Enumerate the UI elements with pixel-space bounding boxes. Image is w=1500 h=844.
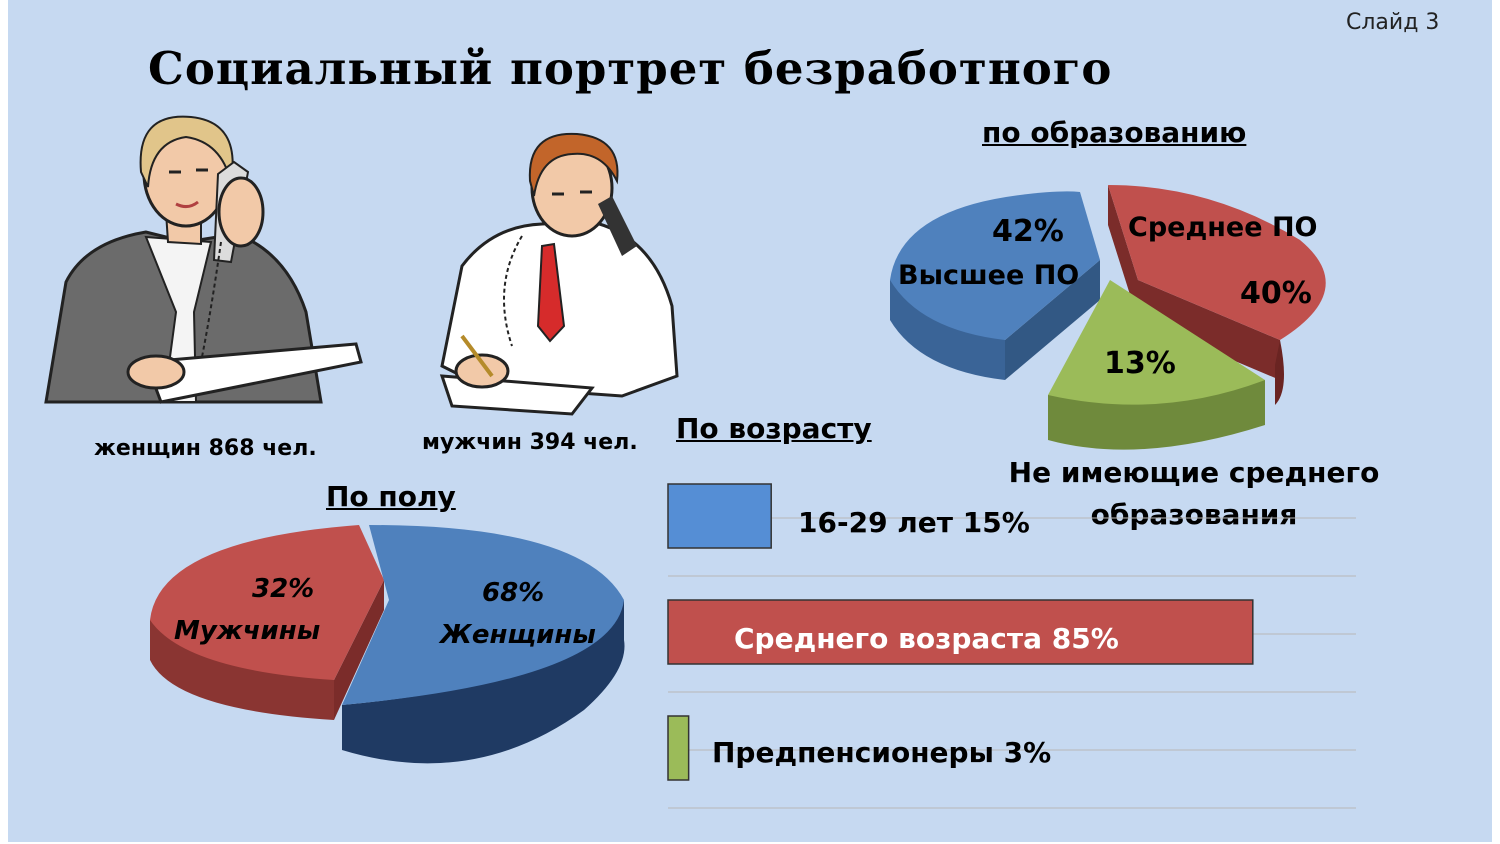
- education-secondary-percent: 40%: [1240, 276, 1312, 311]
- gender-women-percent: 68%: [482, 578, 545, 608]
- age-bar-2: [667, 715, 690, 781]
- age-bar-label-middle: Среднего возраста 85%: [734, 622, 1119, 655]
- age-bar-label-preretire: Предпенсионеры 3%: [712, 736, 1052, 769]
- slide: Слайд 3 Социальный портрет безработного …: [8, 0, 1492, 842]
- gender-women-label: Женщины: [440, 620, 596, 650]
- gender-slice-men: [150, 525, 384, 720]
- woman-on-phone-icon: [44, 115, 363, 404]
- gender-men-percent: 32%: [252, 574, 315, 604]
- man-caption: мужчин 394 чел.: [422, 430, 638, 455]
- page-title: Социальный портрет безработного: [148, 42, 1113, 95]
- age-bar-1: [667, 599, 1254, 665]
- gender-slice-women: [342, 525, 625, 764]
- education-slice-higher: [890, 191, 1100, 380]
- education-slice-secondary: [1108, 185, 1326, 405]
- education-none-percent: 13%: [1104, 346, 1176, 381]
- age-chart-title: По возрасту: [676, 412, 872, 445]
- gender-men-label: Мужчины: [174, 616, 321, 646]
- man-on-phone-icon: [439, 132, 679, 416]
- age-bar-label-young: 16-29 лет 15%: [798, 506, 1030, 539]
- education-higher-percent: 42%: [992, 214, 1064, 249]
- slide-number: Слайд 3: [1346, 10, 1440, 35]
- education-pie-chart: [890, 185, 1326, 450]
- education-slice-none: [1048, 280, 1265, 450]
- education-higher-label: Высшее ПО: [898, 260, 1080, 291]
- age-bar-chart: [667, 483, 1356, 809]
- gender-chart-title: По полу: [326, 480, 456, 513]
- education-chart-title: по образованию: [982, 116, 1247, 149]
- education-none-label: Не имеющие среднего образования: [1008, 456, 1380, 531]
- woman-caption: женщин 868 чел.: [94, 436, 317, 461]
- gender-pie-chart: [150, 525, 625, 764]
- age-bar-0: [667, 483, 772, 549]
- education-secondary-label: Среднее ПО: [1128, 212, 1318, 243]
